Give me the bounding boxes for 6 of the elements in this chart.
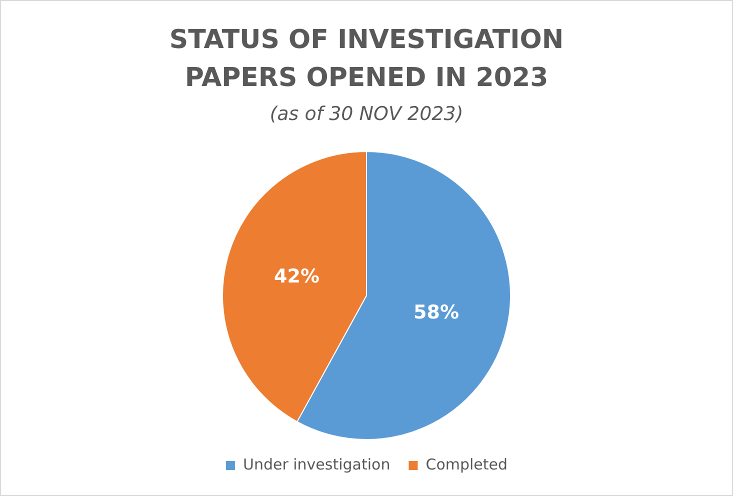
data-label: 58% <box>413 301 459 324</box>
chart-subtitle: (as of 30 NOV 2023) <box>268 103 464 125</box>
legend-label: Under investigation <box>242 455 390 474</box>
chart-title: STATUS OF INVESTIGATION PAPERS OPENED IN 2023 <box>168 24 565 95</box>
data-label: 42% <box>274 266 320 288</box>
legend-label: Completed <box>426 455 508 474</box>
